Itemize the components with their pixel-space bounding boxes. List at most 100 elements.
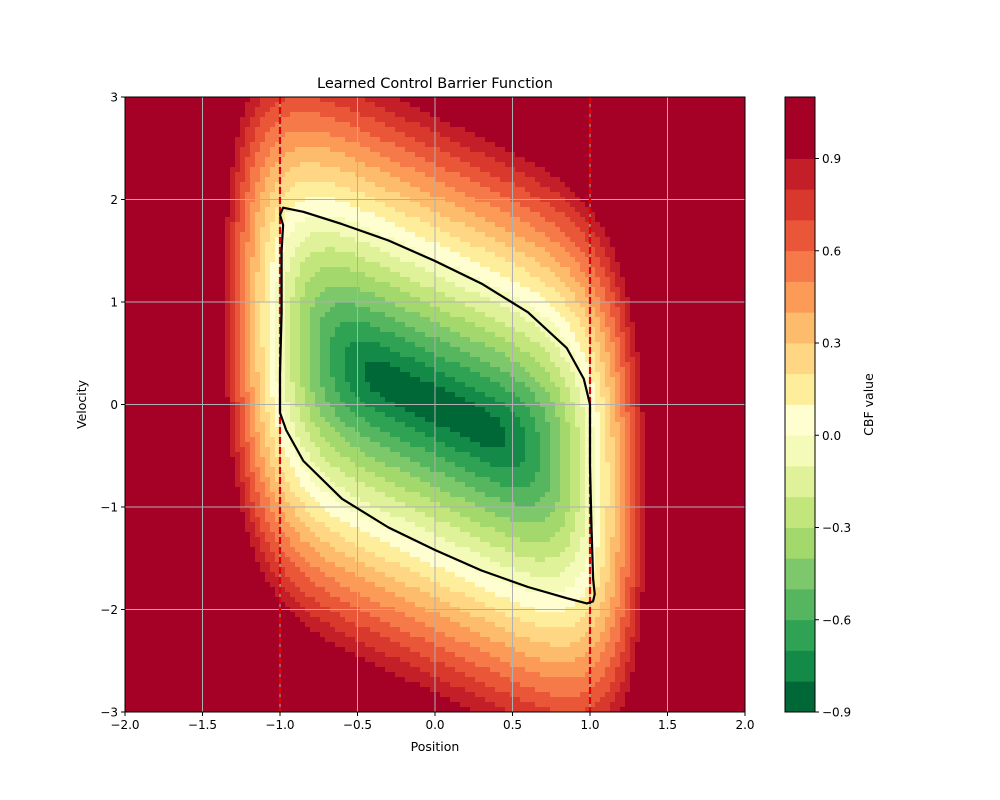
- heatmap-cell: [300, 182, 306, 188]
- heatmap-cell: [150, 267, 156, 273]
- heatmap-cell: [195, 112, 201, 118]
- heatmap-cell: [345, 262, 351, 268]
- heatmap-cell: [460, 167, 466, 173]
- heatmap-cell: [670, 267, 676, 273]
- heatmap-cell: [680, 277, 686, 283]
- heatmap-cell: [290, 167, 296, 173]
- heatmap-cell: [450, 247, 456, 253]
- heatmap-cell: [285, 172, 291, 178]
- heatmap-cell: [320, 172, 326, 178]
- heatmap-cell: [630, 267, 636, 273]
- heatmap-cell: [365, 127, 371, 133]
- heatmap-cell: [380, 137, 386, 143]
- heatmap-cell: [505, 257, 511, 263]
- heatmap-cell: [540, 237, 546, 243]
- heatmap-cell: [490, 97, 496, 103]
- heatmap-cell: [230, 287, 236, 293]
- heatmap-cell: [420, 112, 426, 118]
- heatmap-cell: [370, 262, 376, 268]
- heatmap-cell: [175, 247, 181, 253]
- heatmap-cell: [500, 237, 506, 243]
- heatmap-cell: [125, 267, 131, 273]
- heatmap-cell: [590, 182, 596, 188]
- heatmap-cell: [555, 117, 561, 123]
- heatmap-cell: [435, 282, 441, 288]
- heatmap-cell: [330, 157, 336, 163]
- heatmap-cell: [620, 127, 626, 133]
- heatmap-cell: [430, 282, 436, 288]
- heatmap-cell: [390, 147, 396, 153]
- heatmap-cell: [725, 262, 731, 268]
- heatmap-cell: [530, 237, 536, 243]
- heatmap-cell: [400, 147, 406, 153]
- heatmap-cell: [170, 112, 176, 118]
- heatmap-cell: [655, 227, 661, 233]
- heatmap-cell: [395, 182, 401, 188]
- heatmap-cell: [230, 157, 236, 163]
- heatmap-cell: [385, 157, 391, 163]
- heatmap-cell: [265, 132, 271, 138]
- heatmap-cell: [645, 137, 651, 143]
- heatmap-cell: [245, 217, 251, 223]
- heatmap-cell: [205, 212, 211, 218]
- heatmap-cell: [635, 237, 641, 243]
- heatmap-cell: [715, 267, 721, 273]
- heatmap-cell: [460, 152, 466, 158]
- heatmap-cell: [445, 242, 451, 248]
- heatmap-cell: [250, 247, 256, 253]
- heatmap-cell: [575, 277, 581, 283]
- heatmap-cell: [290, 147, 296, 153]
- heatmap-cell: [690, 237, 696, 243]
- heatmap-cell: [625, 222, 631, 228]
- heatmap-cell: [565, 192, 571, 198]
- heatmap-cell: [445, 97, 451, 103]
- heatmap-cell: [425, 202, 431, 208]
- heatmap-cell: [585, 212, 591, 218]
- heatmap-cell: [310, 277, 316, 283]
- heatmap-cell: [390, 102, 396, 108]
- heatmap-cell: [125, 117, 131, 123]
- heatmap-cell: [160, 227, 166, 233]
- heatmap-cell: [735, 157, 741, 163]
- heatmap-cell: [250, 102, 256, 108]
- heatmap-cell: [485, 192, 491, 198]
- heatmap-cell: [700, 187, 706, 193]
- heatmap-cell: [435, 152, 441, 158]
- heatmap-cell: [710, 262, 716, 268]
- heatmap-cell: [540, 202, 546, 208]
- heatmap-cell: [620, 252, 626, 258]
- heatmap-cell: [540, 212, 546, 218]
- heatmap-cell: [470, 242, 476, 248]
- heatmap-cell: [645, 217, 651, 223]
- heatmap-cell: [490, 117, 496, 123]
- heatmap-cell: [520, 272, 526, 278]
- heatmap-cell: [265, 292, 271, 298]
- heatmap-cell: [685, 112, 691, 118]
- heatmap-cell: [565, 157, 571, 163]
- heatmap-cell: [135, 222, 141, 228]
- heatmap-cell: [155, 247, 161, 253]
- heatmap-cell: [685, 282, 691, 288]
- heatmap-cell: [705, 172, 711, 178]
- heatmap-cell: [275, 182, 281, 188]
- heatmap-cell: [320, 262, 326, 268]
- heatmap-cell: [555, 147, 561, 153]
- heatmap-cell: [260, 172, 266, 178]
- heatmap-cell: [550, 247, 556, 253]
- heatmap-cell: [335, 237, 341, 243]
- heatmap-cell: [605, 182, 611, 188]
- heatmap-cell: [500, 287, 506, 293]
- heatmap-cell: [195, 107, 201, 113]
- heatmap-cell: [460, 112, 466, 118]
- heatmap-cell: [560, 212, 566, 218]
- heatmap-cell: [725, 137, 731, 143]
- heatmap-cell: [580, 202, 586, 208]
- heatmap-cell: [335, 227, 341, 233]
- heatmap-cell: [485, 227, 491, 233]
- heatmap-cell: [575, 102, 581, 108]
- heatmap-cell: [485, 157, 491, 163]
- heatmap-cell: [575, 157, 581, 163]
- heatmap-cell: [475, 112, 481, 118]
- heatmap-cell: [575, 252, 581, 258]
- heatmap-cell: [710, 97, 716, 103]
